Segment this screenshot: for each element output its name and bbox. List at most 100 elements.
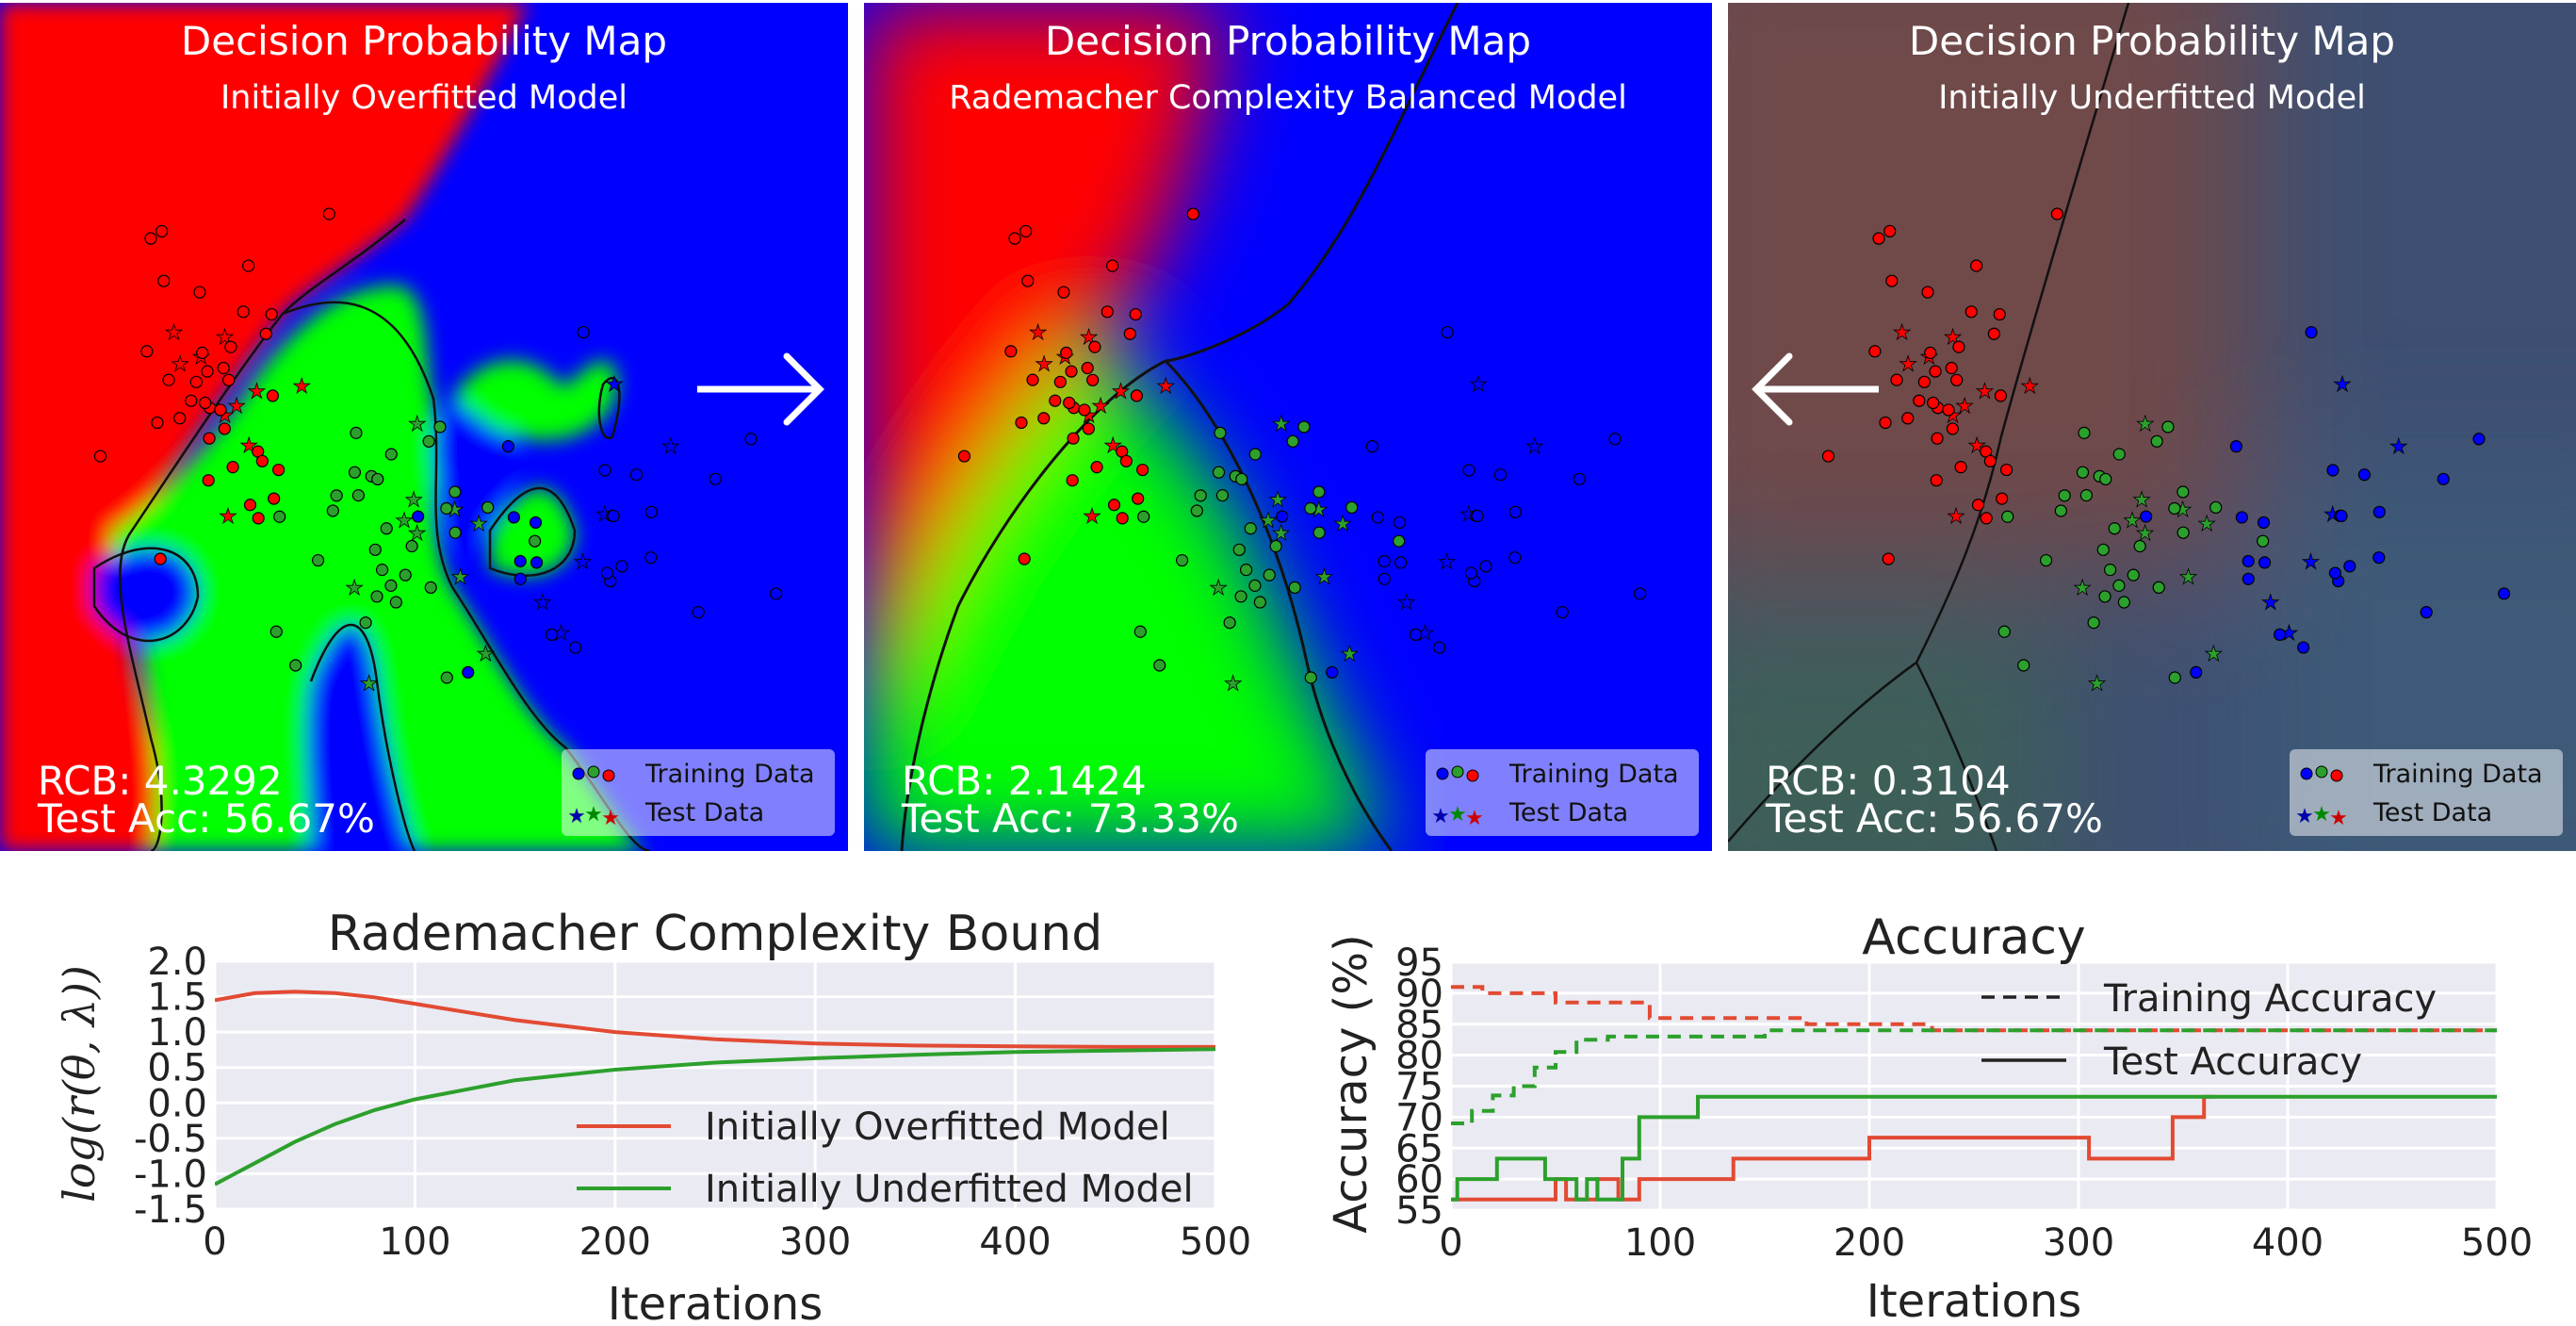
- training-point: [370, 590, 383, 603]
- training-point: [1086, 373, 1100, 386]
- training-point: [154, 552, 167, 565]
- training-point: [1123, 327, 1136, 340]
- training-point: [2257, 516, 2271, 530]
- test-point: ★: [1091, 395, 1110, 418]
- training-point: [1235, 472, 1248, 486]
- legend-marker: ★: [2312, 803, 2331, 827]
- training-point: [189, 375, 203, 388]
- training-point: [1082, 422, 1095, 435]
- training-point: [380, 522, 393, 535]
- training-point: [1954, 461, 1967, 474]
- training-point: [1234, 590, 1247, 603]
- y-tick-label: -1.5: [134, 1188, 207, 1232]
- training-point: [2437, 472, 2450, 485]
- training-point: [157, 274, 171, 287]
- training-point: [481, 500, 495, 515]
- rademacher-bound-chart: 0 100 200 300 400 500 -1.5-1.0-0.50.00.51.01.5…: [54, 906, 1251, 1326]
- panel-legend: Training Data ★ ★ ★ Test Data: [1426, 749, 1699, 836]
- training-point: [2168, 501, 2181, 516]
- training-point: [1433, 641, 1446, 654]
- test-point: ★: [2123, 509, 2142, 532]
- test-point: ★: [2204, 643, 2223, 666]
- training-point: [577, 325, 590, 339]
- training-point: [2242, 554, 2255, 568]
- training-point: [1106, 259, 1119, 272]
- series-line-1: [215, 1047, 1215, 1187]
- y-tick-label: 95: [1395, 941, 1443, 985]
- legend-marker: [2300, 767, 2313, 780]
- training-point: [348, 466, 362, 479]
- rcb-value: RCB: 2.1424: [902, 758, 1147, 804]
- training-point: [2098, 590, 2111, 603]
- training-point: [384, 579, 398, 592]
- y-tick-label: 75: [1395, 1066, 1443, 1109]
- training-point: [1508, 551, 1522, 565]
- rcb-value: RCB: 0.3104: [1766, 758, 2011, 804]
- training-point: [1065, 365, 1078, 378]
- test-accuracy: Test Acc: 56.67%: [37, 795, 375, 842]
- training-point: [2420, 606, 2433, 619]
- chart-legend: Training Accuracy Test Accuracy: [1981, 977, 2437, 1084]
- test-point: ★: [2280, 622, 2299, 646]
- training-point: [1983, 454, 1997, 467]
- test-point: ★: [1438, 550, 1457, 574]
- training-point: [93, 450, 107, 463]
- legend-marker: [602, 769, 615, 782]
- test-point: ★: [1340, 643, 1359, 666]
- test-point: ★: [292, 375, 311, 399]
- training-point: [1116, 512, 1129, 525]
- test-point: ★: [408, 413, 427, 436]
- test-point: ★: [1333, 513, 1352, 536]
- panel-title: Decision Probability Map: [1909, 18, 2395, 64]
- training-point: [1119, 454, 1133, 467]
- test-point: ★: [1029, 321, 1048, 345]
- training-point: [384, 448, 398, 461]
- test-point: ★: [1947, 505, 1965, 529]
- x-tick-label: 300: [2043, 1221, 2114, 1265]
- training-point: [1015, 416, 1028, 430]
- test-point: ★: [1525, 435, 1544, 459]
- training-point: [1130, 389, 1144, 402]
- training-point: [1297, 420, 1311, 434]
- training-point: [462, 665, 475, 679]
- training-point: [529, 516, 543, 530]
- training-point: [1021, 274, 1035, 287]
- training-point: [389, 596, 402, 609]
- training-point: [529, 534, 542, 548]
- test-point: ★: [2088, 672, 2107, 696]
- training-point: [615, 560, 628, 573]
- training-point: [2039, 553, 2053, 567]
- x-tick-label: 0: [203, 1220, 226, 1264]
- training-point: [1049, 394, 1062, 407]
- training-point: [2305, 325, 2318, 339]
- training-point: [1921, 286, 1934, 299]
- test-point: ★: [345, 577, 364, 600]
- training-point: [1952, 340, 1965, 353]
- training-point: [1019, 224, 1033, 237]
- x-tick-label: 400: [979, 1220, 1051, 1264]
- training-point: [1879, 416, 1892, 430]
- training-point: [1573, 472, 1586, 485]
- test-point: ★: [661, 435, 680, 459]
- training-point: [1107, 499, 1121, 512]
- training-point: [1872, 232, 1885, 245]
- training-point: [1930, 474, 1943, 487]
- training-point: [1946, 422, 1959, 435]
- test-point: ★: [469, 513, 488, 536]
- training-point: [1980, 512, 1993, 525]
- test-point: ★: [2302, 550, 2321, 574]
- training-point: [2050, 207, 2063, 221]
- test-point: ★: [2333, 373, 2352, 397]
- training-point: [448, 526, 462, 539]
- y-tick-label: 1.5: [147, 976, 207, 1020]
- test-point: ★: [248, 381, 267, 404]
- legend-marker: ★: [567, 805, 586, 828]
- training-point: [644, 505, 658, 518]
- training-point: [2258, 556, 2272, 569]
- training-point: [501, 440, 514, 453]
- training-point: [1088, 340, 1101, 353]
- training-point: [1248, 579, 1262, 592]
- training-point: [422, 434, 435, 448]
- training-point: [1965, 305, 1978, 319]
- training-point: [1971, 499, 1985, 512]
